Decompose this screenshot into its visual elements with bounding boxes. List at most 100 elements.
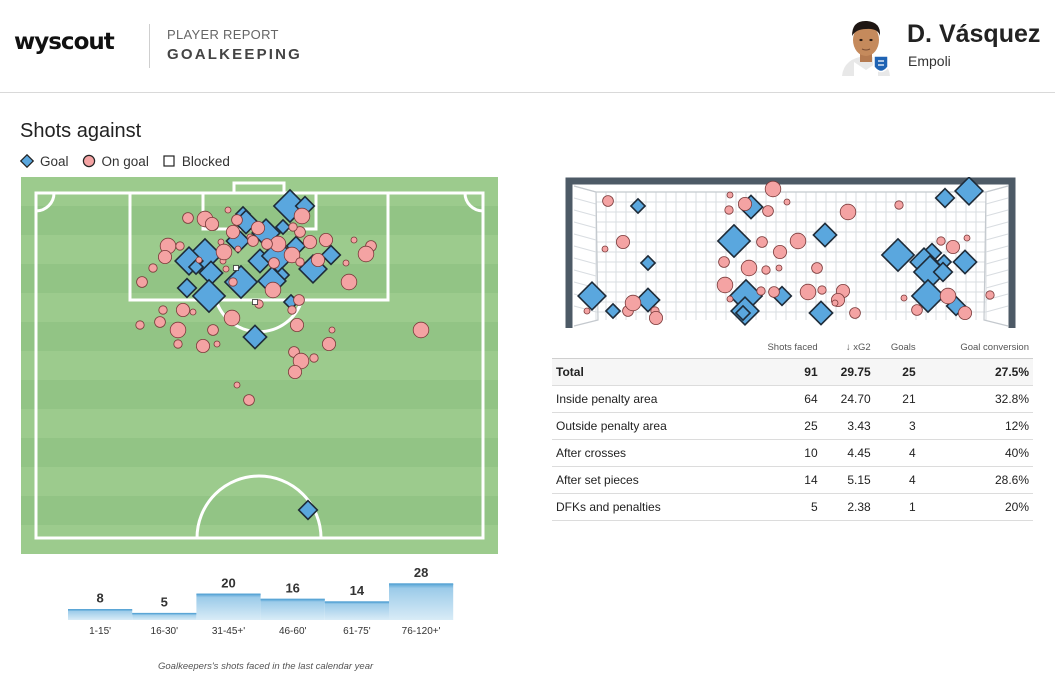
- on-goal-marker[interactable]: [799, 283, 817, 301]
- goal-marker[interactable]: [198, 260, 224, 286]
- goal-marker[interactable]: [191, 278, 227, 314]
- goal-marker[interactable]: [176, 277, 198, 299]
- goal-marker[interactable]: [242, 324, 268, 350]
- on-goal-marker[interactable]: [136, 276, 148, 288]
- on-goal-marker[interactable]: [224, 206, 232, 214]
- on-goal-marker[interactable]: [762, 205, 774, 217]
- column-header-goal-conversion[interactable]: Goal conversion: [919, 337, 1033, 359]
- goal-marker[interactable]: [808, 300, 834, 326]
- on-goal-marker[interactable]: [154, 316, 166, 328]
- on-goal-marker[interactable]: [289, 317, 304, 332]
- goal-marker[interactable]: [223, 264, 259, 300]
- on-goal-marker[interactable]: [958, 305, 973, 320]
- on-goal-marker[interactable]: [768, 286, 780, 298]
- on-goal-marker[interactable]: [783, 198, 791, 206]
- on-goal-marker[interactable]: [207, 324, 219, 336]
- goal-marker[interactable]: [880, 237, 916, 273]
- goal-marker[interactable]: [635, 287, 661, 313]
- on-goal-marker[interactable]: [726, 295, 734, 303]
- goal-marker[interactable]: [910, 278, 946, 314]
- on-goal-marker[interactable]: [204, 216, 219, 231]
- on-goal-marker[interactable]: [287, 305, 297, 315]
- on-goal-marker[interactable]: [294, 226, 306, 238]
- on-goal-marker[interactable]: [189, 308, 197, 316]
- on-goal-marker[interactable]: [740, 259, 758, 277]
- on-goal-marker[interactable]: [173, 339, 183, 349]
- on-goal-marker[interactable]: [158, 305, 168, 315]
- on-goal-marker[interactable]: [169, 321, 187, 339]
- on-goal-marker[interactable]: [726, 191, 734, 199]
- histogram-bar[interactable]: [68, 609, 133, 620]
- histogram-bar[interactable]: [196, 594, 261, 620]
- on-goal-marker[interactable]: [624, 294, 642, 312]
- on-goal-marker[interactable]: [340, 273, 358, 291]
- on-goal-marker[interactable]: [243, 394, 255, 406]
- histogram-bar[interactable]: [324, 602, 389, 620]
- on-goal-marker[interactable]: [716, 276, 734, 294]
- on-goal-marker[interactable]: [215, 243, 233, 261]
- on-goal-marker[interactable]: [811, 262, 823, 274]
- on-goal-marker[interactable]: [936, 236, 946, 246]
- on-goal-marker[interactable]: [342, 259, 350, 267]
- histogram-bar[interactable]: [260, 599, 325, 620]
- on-goal-marker[interactable]: [849, 307, 861, 319]
- on-goal-marker[interactable]: [817, 285, 827, 295]
- on-goal-marker[interactable]: [295, 257, 305, 267]
- on-goal-marker[interactable]: [250, 220, 265, 235]
- goal-marker[interactable]: [629, 197, 647, 215]
- on-goal-marker[interactable]: [985, 290, 995, 300]
- on-goal-marker[interactable]: [268, 257, 280, 269]
- on-goal-marker[interactable]: [148, 263, 158, 273]
- goal-marker[interactable]: [274, 218, 292, 236]
- on-goal-marker[interactable]: [616, 234, 631, 249]
- on-goal-marker[interactable]: [223, 309, 241, 327]
- on-goal-marker[interactable]: [234, 245, 242, 253]
- on-goal-marker[interactable]: [939, 287, 957, 305]
- on-goal-marker[interactable]: [724, 205, 734, 215]
- on-goal-marker[interactable]: [213, 340, 221, 348]
- on-goal-marker[interactable]: [264, 281, 282, 299]
- goal-marker[interactable]: [320, 244, 342, 266]
- on-goal-marker[interactable]: [583, 307, 591, 315]
- column-header-goals[interactable]: Goals: [874, 337, 920, 359]
- on-goal-marker[interactable]: [175, 302, 190, 317]
- on-goal-marker[interactable]: [228, 277, 238, 287]
- on-goal-marker[interactable]: [225, 224, 240, 239]
- on-goal-marker[interactable]: [293, 294, 305, 306]
- on-goal-marker[interactable]: [287, 364, 302, 379]
- on-goal-marker[interactable]: [135, 320, 145, 330]
- histogram-bar[interactable]: [389, 584, 454, 620]
- on-goal-marker[interactable]: [157, 249, 172, 264]
- on-goal-marker[interactable]: [839, 203, 857, 221]
- on-goal-marker[interactable]: [601, 245, 609, 253]
- on-goal-marker[interactable]: [357, 245, 375, 263]
- on-goal-marker[interactable]: [288, 222, 298, 232]
- on-goal-marker[interactable]: [222, 265, 230, 273]
- on-goal-marker[interactable]: [309, 353, 319, 363]
- histogram-bar[interactable]: [132, 613, 197, 620]
- goal-marker[interactable]: [934, 187, 956, 209]
- on-goal-marker[interactable]: [283, 246, 301, 264]
- on-goal-marker[interactable]: [775, 264, 783, 272]
- on-goal-marker[interactable]: [175, 241, 185, 251]
- on-goal-marker[interactable]: [182, 212, 194, 224]
- on-goal-marker[interactable]: [293, 207, 311, 225]
- on-goal-marker[interactable]: [302, 234, 317, 249]
- on-goal-marker[interactable]: [764, 180, 782, 198]
- on-goal-marker[interactable]: [195, 256, 203, 264]
- on-goal-marker[interactable]: [233, 381, 241, 389]
- on-goal-marker[interactable]: [412, 321, 430, 339]
- on-goal-marker[interactable]: [789, 232, 807, 250]
- on-goal-marker[interactable]: [718, 256, 730, 268]
- goal-marker[interactable]: [812, 222, 838, 248]
- on-goal-marker[interactable]: [261, 238, 273, 250]
- on-goal-marker[interactable]: [894, 200, 904, 210]
- blocked-marker[interactable]: [233, 265, 239, 271]
- on-goal-marker[interactable]: [911, 304, 923, 316]
- on-goal-marker[interactable]: [761, 265, 771, 275]
- on-goal-marker[interactable]: [963, 234, 971, 242]
- goal-marker[interactable]: [734, 304, 752, 322]
- goal-marker[interactable]: [954, 177, 984, 206]
- on-goal-marker[interactable]: [328, 326, 336, 334]
- goal-marker[interactable]: [577, 281, 607, 311]
